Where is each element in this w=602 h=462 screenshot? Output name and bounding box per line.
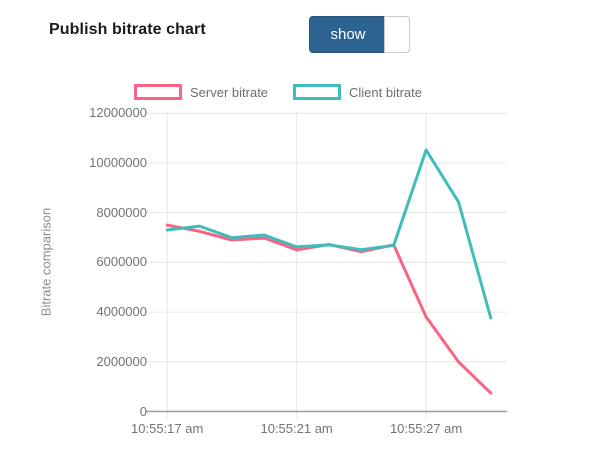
y-tick-label: 2000000 (96, 353, 147, 369)
chart-legend: Server bitrate Client bitrate (0, 84, 602, 102)
server-bitrate-line (165, 223, 493, 395)
client-bitrate-swatch (293, 84, 341, 100)
x-tick-label: 10:55:27 am (389, 421, 463, 436)
y-tick-label: 12000000 (89, 105, 147, 121)
client-bitrate-line (165, 148, 493, 320)
page-title: Publish bitrate chart (49, 21, 206, 38)
y-tick-label: 4000000 (96, 304, 147, 320)
legend-item-client-bitrate[interactable]: Client bitrate (293, 84, 422, 100)
y-tick-label: 8000000 (96, 204, 147, 220)
legend-label: Server bitrate (190, 84, 269, 100)
show-toggle-handle[interactable] (384, 16, 410, 53)
legend-item-server-bitrate[interactable]: Server bitrate (134, 84, 268, 100)
y-tick-label: 0 (139, 403, 147, 419)
legend-label: Client bitrate (349, 84, 422, 100)
y-tick-label: 6000000 (96, 254, 147, 270)
y-axis-title: Bitrate comparison (38, 207, 54, 317)
x-tick-label: 10:55:21 am (260, 421, 333, 436)
server-bitrate-swatch (134, 84, 182, 100)
show-toggle-on-label[interactable]: show (330, 26, 366, 43)
show-toggle[interactable]: show (309, 16, 410, 53)
x-tick-label: 10:55:17 am (131, 421, 204, 436)
y-tick-label: 10000000 (89, 154, 147, 170)
